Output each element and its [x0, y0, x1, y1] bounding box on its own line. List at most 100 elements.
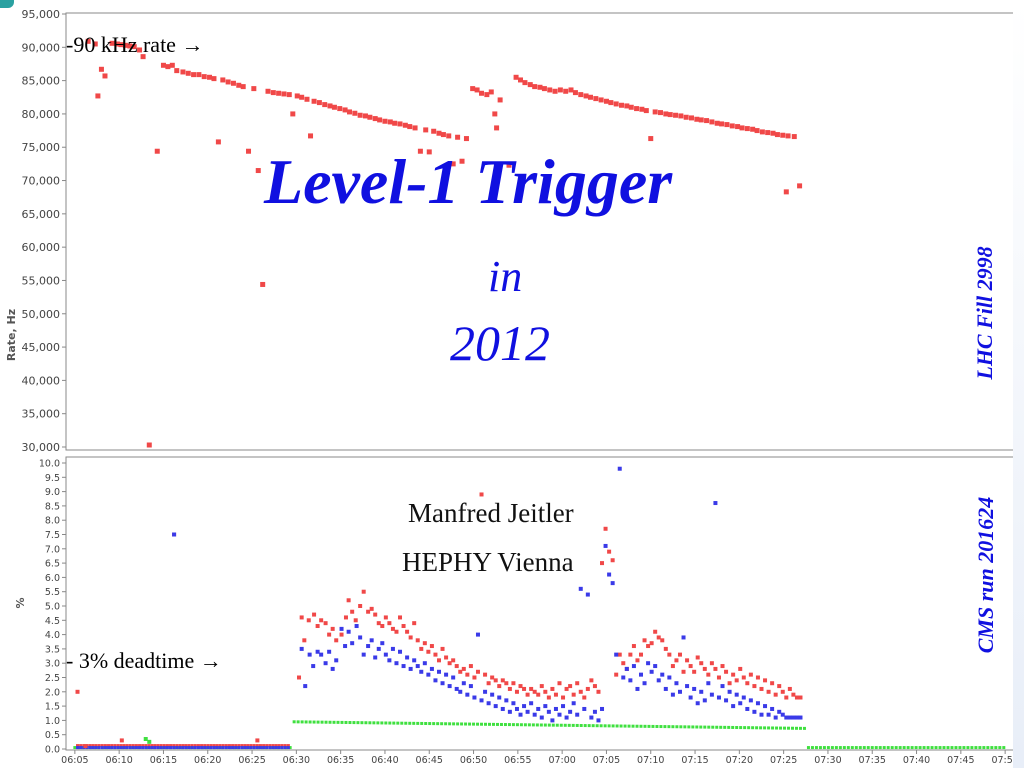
deadtime-green-point: [388, 721, 392, 725]
deadtime-y-tick-label: 0.0: [45, 745, 60, 756]
deadtime-x-axis: 06:05 06:10 06:15 06:20 06:25 06:30 06:35 06:40…: [61, 750, 1019, 766]
rate-data-point: [513, 74, 519, 80]
deadtime-green-point: [806, 746, 810, 750]
deadtime-red-point: [369, 606, 374, 611]
deadtime-blue-point: [200, 746, 204, 750]
deadtime-red-point: [497, 684, 502, 689]
deadtime-green-point: [966, 746, 970, 750]
deadtime-red-point: [734, 678, 739, 683]
slide-year: 2012: [450, 315, 550, 371]
deadtime-red-point: [350, 609, 355, 614]
deadtime-red-point: [203, 744, 207, 748]
deadtime-y-tick-label: 6.5: [45, 559, 60, 570]
deadtime-red-point: [113, 744, 117, 748]
deadtime-green-point: [699, 725, 703, 729]
rate-y-tick-label: 95,000: [22, 8, 61, 21]
deadtime-blue-point: [153, 746, 157, 750]
deadtime-blue-point: [734, 692, 739, 697]
rate-data-point: [387, 119, 393, 125]
deadtime-green-point: [970, 746, 974, 750]
rate-data-point: [568, 87, 574, 93]
deadtime-green-point: [412, 721, 416, 725]
deadtime-red-point: [631, 644, 636, 649]
rate-data-point: [140, 54, 146, 60]
deadtime-green-point: [858, 746, 862, 750]
deadtime-green-point: [822, 746, 826, 750]
deadtime-red-point: [461, 666, 466, 671]
author-name: Manfred Jeitler: [408, 498, 574, 528]
deadtime-red-point: [237, 744, 241, 748]
deadtime-blue-point: [175, 746, 179, 750]
deadtime-green-point: [416, 721, 420, 725]
rate-data-point: [593, 96, 599, 102]
deadtime-blue-point: [688, 695, 693, 700]
deadtime-blue-point: [265, 746, 269, 750]
deadtime-red-point: [507, 686, 512, 691]
rate-y-tick-label: 65,000: [22, 208, 61, 221]
rate-data-point: [709, 119, 715, 125]
rate-y-tick-label: 30,000: [22, 441, 61, 454]
rate-data-point: [260, 281, 266, 287]
rate-annotation: -90 kHz rate →: [66, 32, 204, 57]
deadtime-blue-point: [311, 664, 316, 669]
deadtime-blue-point: [116, 746, 120, 750]
rate-data-point: [619, 102, 625, 108]
rate-data-point: [652, 109, 658, 115]
deadtime-blue-point: [394, 661, 399, 666]
deadtime-x-tick-label: 07:10: [637, 755, 664, 766]
deadtime-red-point: [193, 744, 197, 748]
deadtime-blue-point: [564, 715, 569, 720]
deadtime-blue-point: [122, 746, 126, 750]
deadtime-green-point: [739, 726, 743, 730]
deadtime-red-point: [79, 744, 83, 748]
deadtime-blue-point: [426, 672, 431, 677]
deadtime-red-point: [134, 744, 138, 748]
deadtime-y-tick-label: 6.0: [45, 573, 60, 584]
deadtime-green-point: [547, 723, 551, 727]
deadtime-red-point: [763, 678, 768, 683]
rate-data-point: [603, 98, 609, 104]
rate-data-point: [598, 97, 604, 103]
rate-data-point: [211, 76, 217, 82]
deadtime-green-point: [344, 720, 348, 724]
deadtime-green-point: [834, 746, 838, 750]
deadtime-green-point: [515, 723, 519, 727]
deadtime-y-tick-label: 5.5: [45, 587, 60, 598]
rate-data-point: [412, 125, 418, 131]
deadtime-red-point: [716, 675, 721, 680]
rate-data-point: [785, 133, 791, 139]
deadtime-green-point: [998, 746, 1002, 750]
deadtime-blue-point: [224, 746, 228, 750]
deadtime-green-point: [444, 722, 448, 726]
deadtime-blue-point: [518, 712, 523, 717]
rate-data-point: [207, 74, 213, 80]
deadtime-green-point: [332, 720, 336, 724]
deadtime-red-point: [327, 632, 332, 637]
deadtime-y-tick-label: 2.5: [45, 673, 60, 684]
rate-data-point: [109, 40, 115, 46]
deadtime-green-point: [623, 724, 627, 728]
rate-data-point: [196, 72, 202, 78]
deadtime-green-point: [484, 722, 488, 726]
deadtime-blue-point: [653, 664, 658, 669]
deadtime-red-point: [200, 744, 204, 748]
deadtime-blue-point: [144, 746, 148, 750]
deadtime-y-tick-label: 9.5: [45, 473, 60, 484]
rate-data-point: [459, 158, 465, 164]
deadtime-blue-point: [258, 746, 262, 750]
deadtime-red-point: [787, 686, 792, 691]
deadtime-green-point: [543, 723, 547, 727]
deadtime-blue-point: [315, 649, 320, 654]
rate-y-axis-label: Rate, Hz: [5, 309, 18, 361]
deadtime-red-point: [334, 638, 339, 643]
deadtime-green-point: [143, 736, 148, 741]
rate-data-point: [191, 72, 197, 78]
deadtime-red-point: [592, 684, 597, 689]
deadtime-red-point: [234, 744, 238, 748]
deadtime-green-point: [842, 746, 846, 750]
deadtime-blue-point: [713, 501, 718, 506]
deadtime-red-point: [323, 621, 328, 626]
deadtime-red-point: [141, 744, 145, 748]
deadtime-red-point: [727, 681, 732, 686]
